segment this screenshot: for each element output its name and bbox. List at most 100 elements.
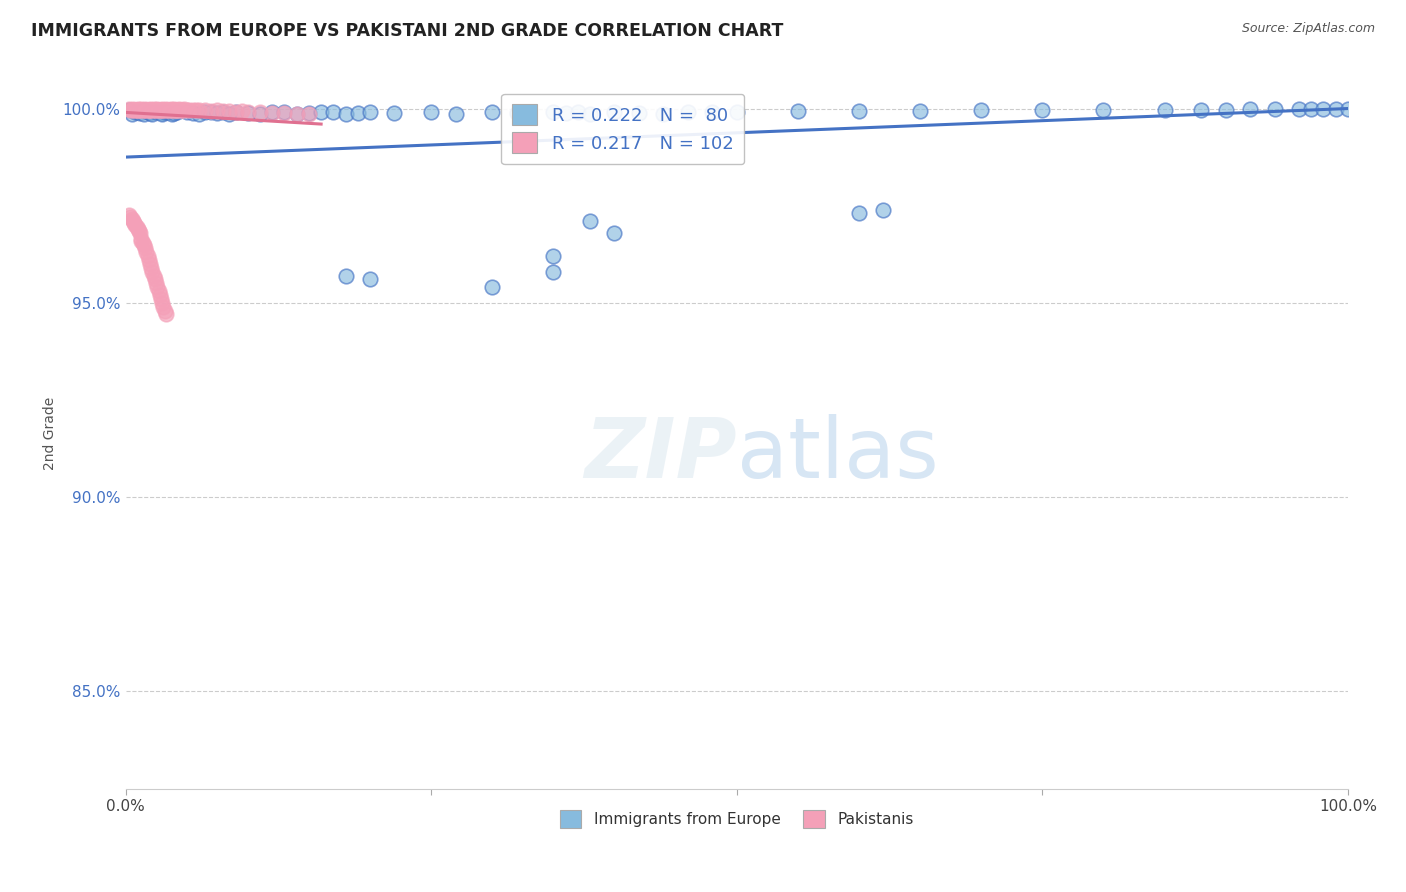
Point: [1153, 103, 1175, 117]
Point: [122, 103, 145, 117]
Point: [131, 232, 153, 246]
Point: [194, 104, 217, 119]
Point: [298, 107, 321, 121]
Point: [127, 222, 149, 236]
Point: [163, 103, 186, 117]
Point: [702, 105, 724, 120]
Point: [122, 216, 145, 230]
Point: [124, 218, 146, 232]
Point: [848, 206, 870, 220]
Point: [145, 105, 167, 120]
Point: [118, 103, 141, 117]
Point: [124, 103, 146, 117]
Point: [160, 103, 183, 118]
Point: [165, 103, 187, 118]
Point: [145, 103, 167, 117]
Point: [150, 103, 173, 117]
Point: [181, 103, 204, 117]
Point: [181, 106, 204, 120]
Point: [167, 103, 190, 117]
Point: [134, 241, 156, 255]
Point: [218, 103, 240, 118]
Point: [124, 105, 146, 120]
Point: [567, 104, 589, 119]
Point: [186, 103, 208, 117]
Point: [970, 103, 993, 118]
Point: [543, 105, 565, 120]
Point: [543, 265, 565, 279]
Point: [141, 260, 163, 275]
Point: [359, 104, 381, 119]
Point: [159, 103, 181, 117]
Point: [236, 105, 259, 120]
Point: [359, 272, 381, 286]
Point: [166, 104, 188, 119]
Point: [143, 103, 166, 118]
Point: [157, 104, 180, 119]
Point: [129, 103, 152, 117]
Point: [676, 104, 699, 119]
Point: [285, 107, 308, 121]
Point: [153, 103, 176, 117]
Point: [194, 103, 217, 117]
Point: [603, 226, 626, 240]
Point: [127, 103, 149, 117]
Point: [218, 107, 240, 121]
Point: [1031, 103, 1053, 117]
Point: [149, 103, 172, 117]
Point: [205, 106, 228, 120]
Point: [128, 103, 150, 117]
Point: [155, 308, 177, 322]
Point: [135, 245, 157, 260]
Point: [231, 104, 253, 119]
Point: [131, 103, 153, 117]
Point: [1239, 103, 1261, 117]
Point: [149, 288, 172, 302]
Point: [138, 103, 160, 117]
Point: [141, 107, 163, 121]
Point: [225, 105, 247, 120]
Point: [131, 235, 153, 250]
Text: Source: ZipAtlas.com: Source: ZipAtlas.com: [1241, 22, 1375, 36]
Point: [118, 208, 141, 222]
Point: [118, 103, 141, 118]
Point: [125, 103, 148, 117]
Point: [172, 103, 194, 117]
Point: [152, 103, 174, 117]
Point: [159, 103, 181, 117]
Point: [1337, 102, 1360, 116]
Point: [150, 295, 173, 310]
Point: [173, 103, 195, 117]
Point: [1215, 103, 1237, 117]
Point: [725, 104, 748, 119]
Point: [146, 280, 169, 294]
Point: [298, 106, 321, 120]
Point: [153, 105, 176, 120]
Point: [146, 103, 169, 117]
Point: [148, 103, 170, 118]
Point: [187, 107, 209, 121]
Point: [149, 103, 172, 117]
Point: [122, 103, 145, 118]
Point: [187, 103, 209, 118]
Point: [132, 103, 155, 117]
Point: [145, 277, 167, 291]
Point: [142, 268, 165, 283]
Point: [121, 107, 143, 121]
Point: [122, 214, 145, 228]
Point: [309, 104, 332, 119]
Point: [128, 224, 150, 238]
Point: [212, 104, 235, 119]
Point: [129, 226, 152, 240]
Point: [872, 202, 894, 217]
Point: [262, 104, 284, 119]
Point: [1189, 103, 1212, 117]
Point: [579, 107, 602, 121]
Point: [908, 103, 931, 118]
Point: [169, 103, 191, 117]
Point: [249, 105, 271, 120]
Point: [149, 104, 172, 119]
Point: [285, 106, 308, 120]
Point: [150, 103, 173, 118]
Point: [132, 237, 155, 252]
